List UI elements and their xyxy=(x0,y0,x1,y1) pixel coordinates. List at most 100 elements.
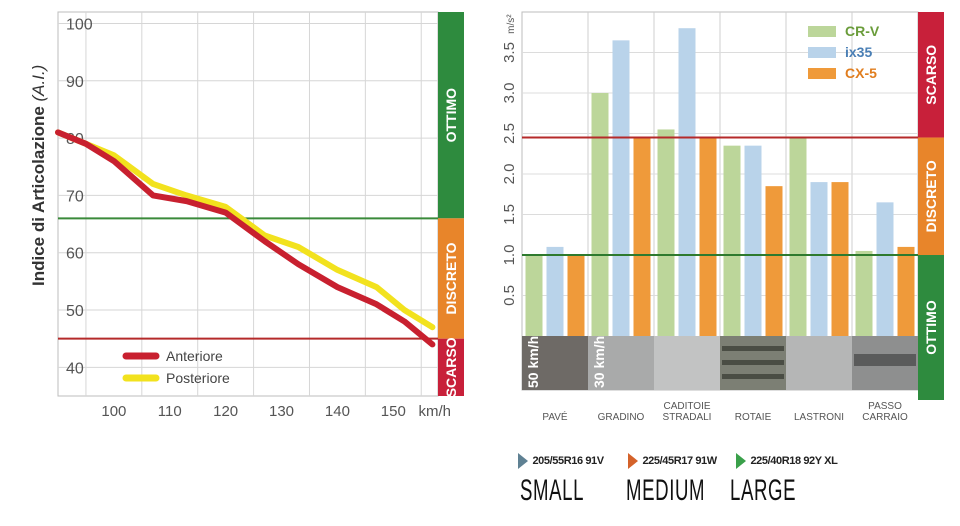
category-label: PASSO CARRAIO xyxy=(862,401,908,423)
legend-label: CX-5 xyxy=(845,65,877,81)
x-axis-unit: km/h xyxy=(418,403,451,420)
rail-stripe xyxy=(722,374,784,379)
tyre-item-small: 205/55R16 91V xyxy=(518,452,604,470)
road-surface-tile xyxy=(522,336,588,390)
bar xyxy=(897,246,915,336)
rating-band-label: SCARSO xyxy=(923,45,939,105)
road-surface-tile xyxy=(588,336,654,390)
y-tick-label: 100 xyxy=(66,16,93,33)
series-line xyxy=(55,129,436,331)
plot-area xyxy=(57,11,439,397)
bar xyxy=(723,145,741,336)
legend-label: Posteriore xyxy=(166,370,230,386)
y-tick-label: 3.0 xyxy=(501,83,518,104)
y-axis-label-main: Indice di Articolazione xyxy=(29,101,48,286)
rating-band-label: DISCRETO xyxy=(923,160,939,232)
bar xyxy=(876,202,894,336)
series-line xyxy=(55,129,436,348)
tyre-spec: 225/45R17 91W xyxy=(642,454,717,467)
rating-band xyxy=(438,218,464,339)
legend-label: Anteriore xyxy=(166,348,223,364)
acceleration-bar-chart: 0.5 1.0 1.5 2.0 2.5 3.0 3.5 m/s² SCARSO DISCRETO O… xyxy=(501,11,944,423)
x-tick-label: 140 xyxy=(325,403,350,420)
rating-band xyxy=(438,338,464,396)
y-tick-label: 40 xyxy=(66,360,84,377)
y-axis-label: Indice di Articolazione (A.I.) xyxy=(29,65,48,286)
bar xyxy=(678,28,696,336)
y-tick-label: 50 xyxy=(66,303,84,320)
x-tick-label: 120 xyxy=(213,403,238,420)
legend-swatch xyxy=(808,47,836,58)
rating-band-label: OTTIMO xyxy=(443,88,459,143)
rating-band-label: DISCRETO xyxy=(443,242,459,314)
bar xyxy=(525,255,543,336)
chevron-right-icon xyxy=(628,452,638,469)
rating-band xyxy=(918,255,944,400)
y-tick-label: 2.0 xyxy=(501,164,518,185)
tyre-item-large: 225/40R18 92Y XL xyxy=(736,452,838,470)
rating-band-label: SCARSO xyxy=(443,337,459,397)
category-label-line: PASSO xyxy=(868,401,902,412)
y-tick-label: 90 xyxy=(66,74,84,91)
chevron-right-icon xyxy=(736,452,746,469)
category-label: GRADINO xyxy=(598,412,645,423)
tyre-size-small: SMALL xyxy=(520,474,585,507)
tyre-size-medium: MEDIUM xyxy=(626,474,706,507)
tyre-legend: 205/55R16 91V 225/45R17 91W 225/40R18 92… xyxy=(516,452,936,522)
bar xyxy=(567,255,585,336)
rail-stripe xyxy=(722,346,784,351)
rail-stripe xyxy=(722,360,784,365)
y-tick-label: 3.5 xyxy=(501,42,518,63)
y-tick-label: 70 xyxy=(66,188,84,205)
x-tick-label: 100 xyxy=(101,403,126,420)
bar xyxy=(633,137,651,336)
category-label-line: CARRAIO xyxy=(862,412,908,423)
bar xyxy=(699,137,717,336)
x-tick-label: 150 xyxy=(381,403,406,420)
rating-band xyxy=(918,12,944,138)
legend-label: CR-V xyxy=(845,23,880,39)
bar xyxy=(789,137,807,336)
bar xyxy=(855,250,873,336)
y-tick-label: 1.5 xyxy=(501,204,518,225)
category-label: LASTRONI xyxy=(794,412,844,423)
bar xyxy=(765,186,783,336)
bar xyxy=(657,129,675,336)
legend-swatch xyxy=(808,26,836,37)
chevron-right-icon xyxy=(518,452,528,469)
category-label: CADITOIE STRADALI xyxy=(663,401,712,423)
tyre-spec: 225/40R18 92Y XL xyxy=(750,454,838,467)
road-surface-tile xyxy=(654,336,720,390)
bar xyxy=(546,246,564,336)
rating-band xyxy=(918,137,944,255)
y-axis-unit: m/s² xyxy=(506,14,517,34)
rating-band xyxy=(438,12,464,219)
bar xyxy=(744,145,762,336)
tyre-size-large: LARGE xyxy=(730,474,797,507)
y-axis-label-unit: (A.I.) xyxy=(29,65,48,102)
bar xyxy=(591,93,609,336)
category-label: PAVÉ xyxy=(542,410,568,423)
tyre-item-medium: 225/45R17 91W xyxy=(628,452,717,470)
x-tick-label: 130 xyxy=(269,403,294,420)
legend-swatch xyxy=(808,68,836,79)
y-tick-label: 1.0 xyxy=(501,245,518,266)
y-tick-label: 0.5 xyxy=(501,285,518,306)
tyre-spec: 205/55R16 91V xyxy=(532,454,604,467)
speed-badge: 30 km/h xyxy=(591,336,607,388)
speed-badge: 50 km/h xyxy=(525,336,541,388)
legend-label: ix35 xyxy=(845,44,872,60)
curb-stripe xyxy=(854,354,916,366)
y-tick-label: 2.5 xyxy=(501,123,518,144)
category-label-line: CADITOIE xyxy=(663,401,710,412)
x-tick-label: 110 xyxy=(158,403,182,420)
bar xyxy=(831,182,849,336)
rating-band-label: OTTIMO xyxy=(923,300,939,355)
y-tick-label: 60 xyxy=(66,246,84,263)
category-label-line: STRADALI xyxy=(663,412,712,423)
bar xyxy=(612,40,630,336)
bar xyxy=(810,182,828,336)
road-surface-tile xyxy=(786,336,852,390)
